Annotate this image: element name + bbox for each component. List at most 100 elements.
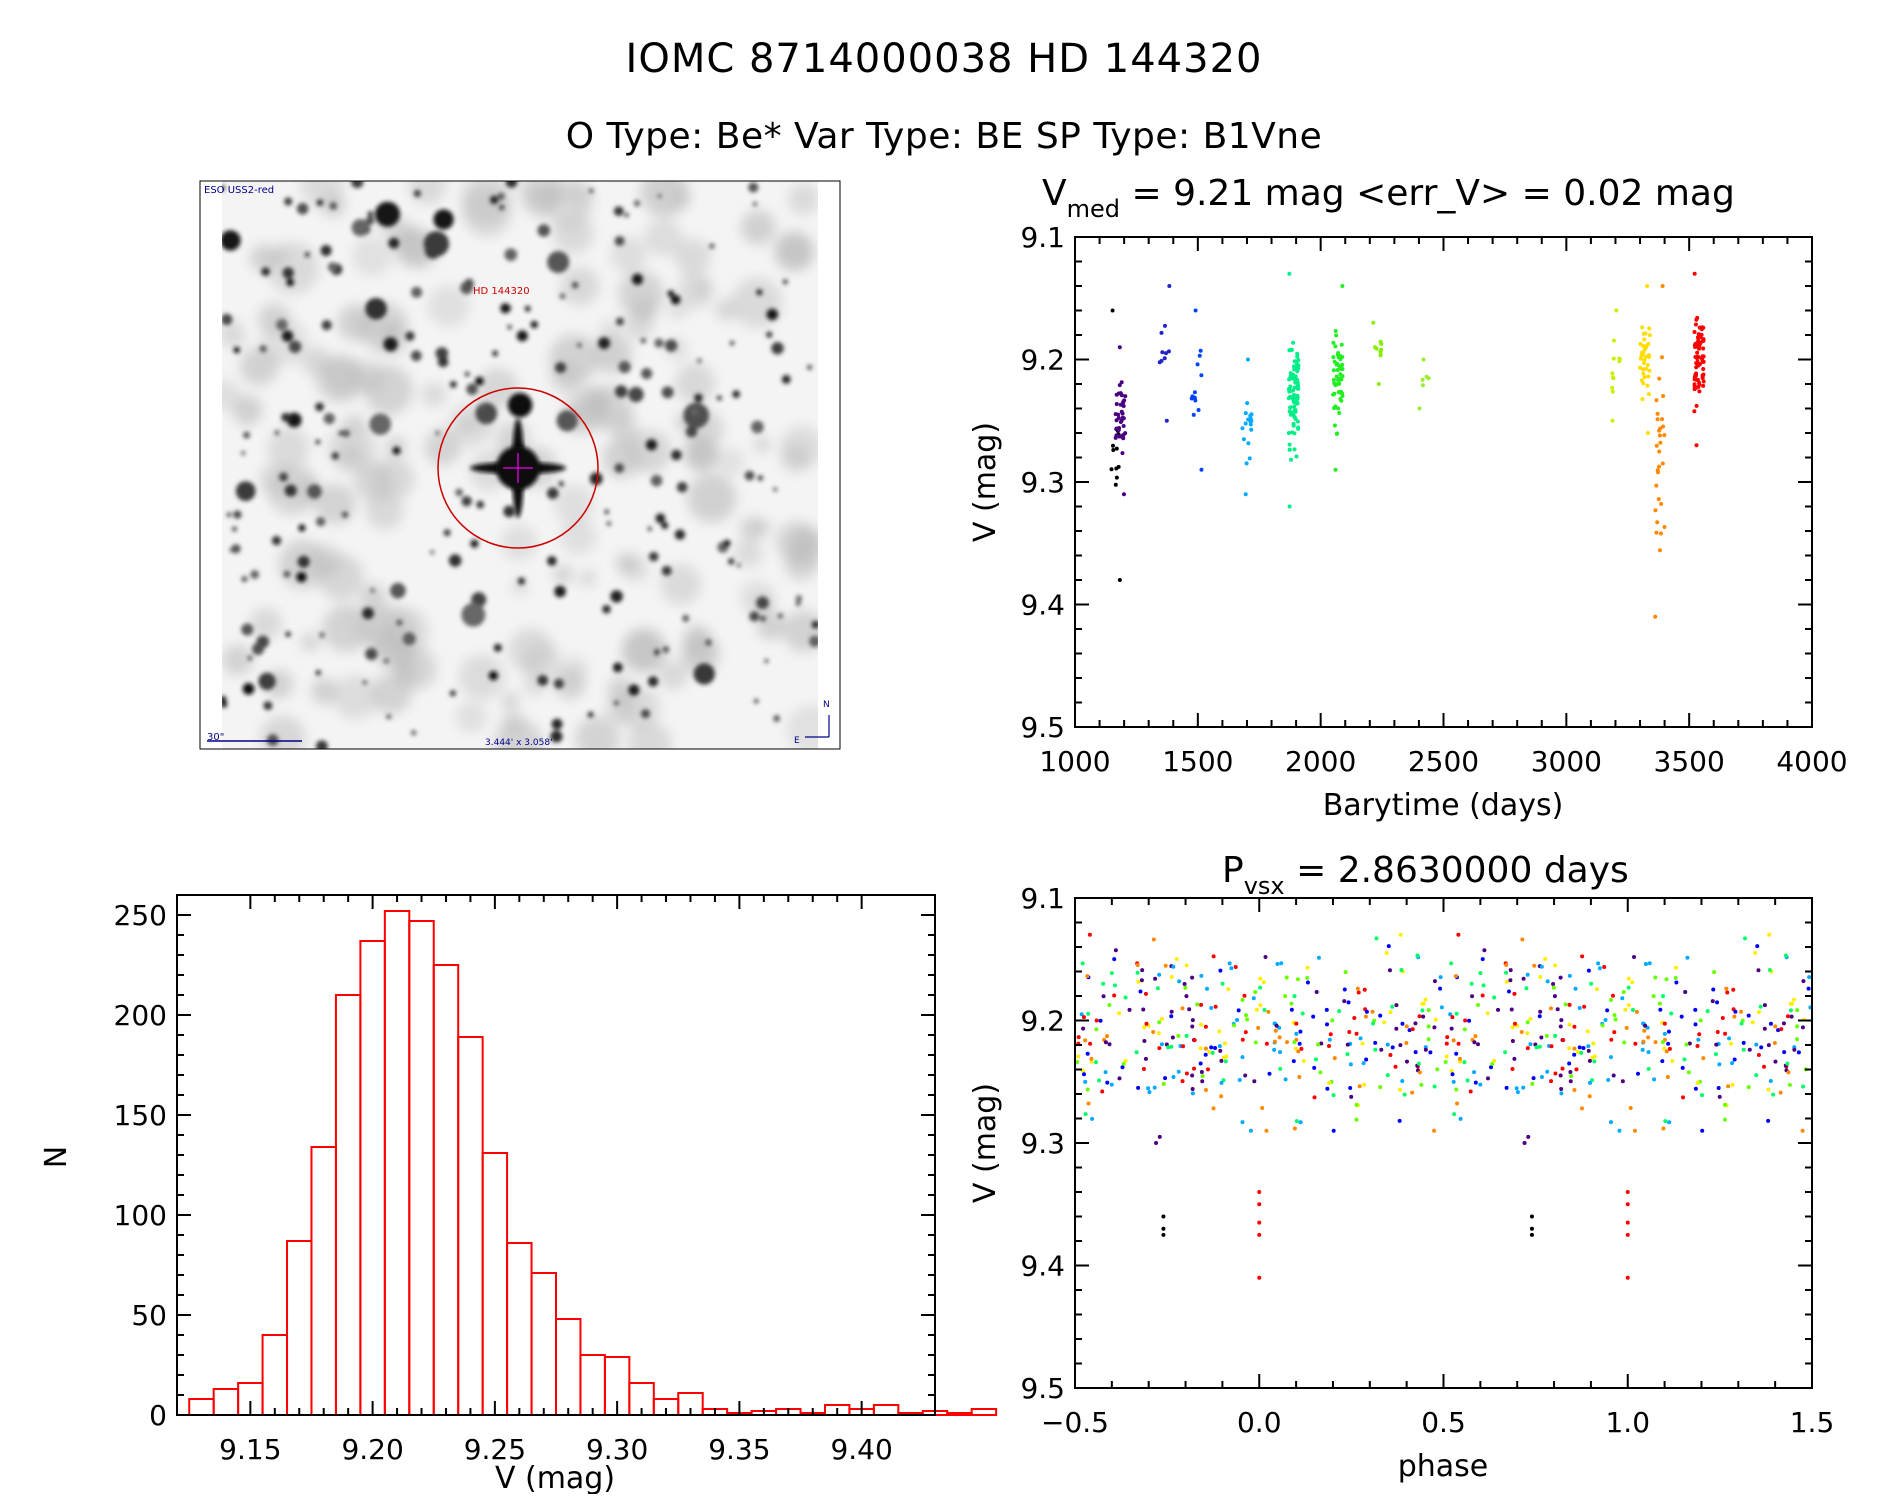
phased-point: [1305, 976, 1310, 981]
phased-point: [1200, 1079, 1205, 1084]
sky-star: [226, 512, 232, 518]
phased-point: [1778, 1090, 1783, 1095]
sky-star: [480, 404, 485, 410]
phased-point: [1220, 981, 1225, 986]
sky-haze-blob: [616, 686, 661, 730]
lightcurve-point: [1641, 371, 1646, 376]
sky-star: [304, 252, 310, 257]
phased-point: [1364, 1057, 1369, 1062]
phased-point: [1177, 979, 1182, 984]
phased-point: [1184, 1071, 1189, 1076]
lightcurve-point: [1697, 389, 1702, 394]
sky-star: [777, 613, 783, 619]
phased-point: [1117, 1076, 1122, 1081]
phased-point: [1083, 1112, 1088, 1117]
sky-star: [682, 614, 690, 622]
phased-point: [1455, 1101, 1460, 1106]
fov-label: 3.444' x 3.058': [485, 738, 553, 748]
histogram-bar: [188, 1398, 215, 1416]
phased-point: [1298, 1029, 1303, 1034]
lightcurve-point: [1295, 354, 1300, 359]
phased-point: [1223, 1059, 1228, 1064]
lightcurve-ticks: 1000 1500 2000 2500 3000 3500 4000 9.1 9.2 9.3 9.4…: [1020, 221, 1847, 778]
lightcurve-point: [1121, 492, 1126, 497]
phased-point: [1756, 1053, 1761, 1058]
phased-point: [1470, 994, 1475, 999]
phased-point: [1492, 1058, 1497, 1063]
phased-point: [1378, 1013, 1383, 1018]
sky-star: [577, 343, 582, 348]
phased-point: [1665, 1075, 1670, 1080]
lightcurve-point: [1249, 427, 1254, 432]
phased-point: [1444, 1041, 1449, 1046]
phased-point: [1660, 1059, 1665, 1064]
lightcurve-point: [1420, 383, 1425, 388]
lightcurve-point: [1162, 323, 1167, 328]
phased-point: [1801, 979, 1806, 984]
lightcurve-point: [1642, 375, 1647, 380]
phased-point: [1217, 1029, 1222, 1034]
phased-point: [1397, 1118, 1402, 1123]
lightcurve-point: [1166, 349, 1171, 354]
phased-point: [1435, 1067, 1440, 1072]
phased-point: [1768, 1078, 1773, 1083]
phased-point: [1489, 1065, 1494, 1070]
lightcurve-point: [1692, 271, 1697, 276]
phased-point: [1746, 1013, 1751, 1018]
phased-point: [1152, 1085, 1157, 1090]
lightcurve-point: [1288, 405, 1293, 410]
lightcurve-point: [1196, 407, 1201, 412]
lightcurve-point: [1240, 426, 1245, 431]
phased-point: [1705, 1009, 1710, 1014]
phased-point: [1373, 1040, 1378, 1045]
phased-point: [1324, 1022, 1329, 1027]
sky-haze-blob: [371, 673, 412, 714]
x-tick-label: 9.35: [708, 1433, 770, 1466]
phased-point: [1572, 1088, 1577, 1093]
y-tick-label: 9.2: [1020, 344, 1065, 377]
lightcurve-title-main: V: [1042, 173, 1067, 214]
phased-point: [1345, 1052, 1350, 1057]
sky-star: [388, 237, 400, 249]
lightcurve-point: [1656, 470, 1661, 475]
sky-star: [781, 374, 791, 384]
phased-point: [1695, 1043, 1700, 1048]
lightcurve-point: [1655, 411, 1660, 416]
phased-point: [1700, 1128, 1705, 1133]
x-tick-label: 1500: [1162, 745, 1233, 778]
lightcurve-point: [1109, 467, 1114, 472]
phased-point: [1134, 1050, 1139, 1055]
phased-point: [1492, 995, 1497, 1000]
lightcurve-point: [1647, 354, 1652, 359]
phased-outlier-point: [1625, 1232, 1630, 1237]
phased-point: [1190, 975, 1195, 980]
sky-star: [748, 182, 759, 193]
phased-point: [1537, 1014, 1542, 1019]
phased-outlier-point: [1529, 1214, 1534, 1219]
lightcurve-point: [1700, 357, 1705, 362]
phased-point: [1253, 990, 1258, 995]
lightcurve-point: [1119, 393, 1124, 398]
sky-star: [319, 632, 325, 638]
phased-point: [1685, 955, 1690, 960]
phased-point: [1219, 1080, 1224, 1085]
phased-point: [1682, 1057, 1687, 1062]
lightcurve-point: [1292, 414, 1297, 419]
phased-point: [1331, 1093, 1336, 1098]
phased-point: [1112, 957, 1117, 962]
phased-point: [1374, 936, 1379, 941]
phased-point: [1386, 944, 1391, 949]
phased-point: [1390, 1004, 1395, 1009]
phased-point: [1155, 986, 1160, 991]
compass-east-label: E: [794, 736, 800, 746]
phased-point: [1609, 1037, 1614, 1042]
phased-point: [1355, 986, 1360, 991]
sky-star: [657, 193, 662, 199]
phased-point: [1724, 986, 1729, 991]
lightcurve-point: [1694, 443, 1699, 448]
aperture-circle: [437, 387, 599, 549]
phased-point: [1591, 1041, 1596, 1046]
phased-point: [1693, 1022, 1698, 1027]
phased-point: [1715, 1030, 1720, 1035]
phased-point: [1613, 1017, 1618, 1022]
